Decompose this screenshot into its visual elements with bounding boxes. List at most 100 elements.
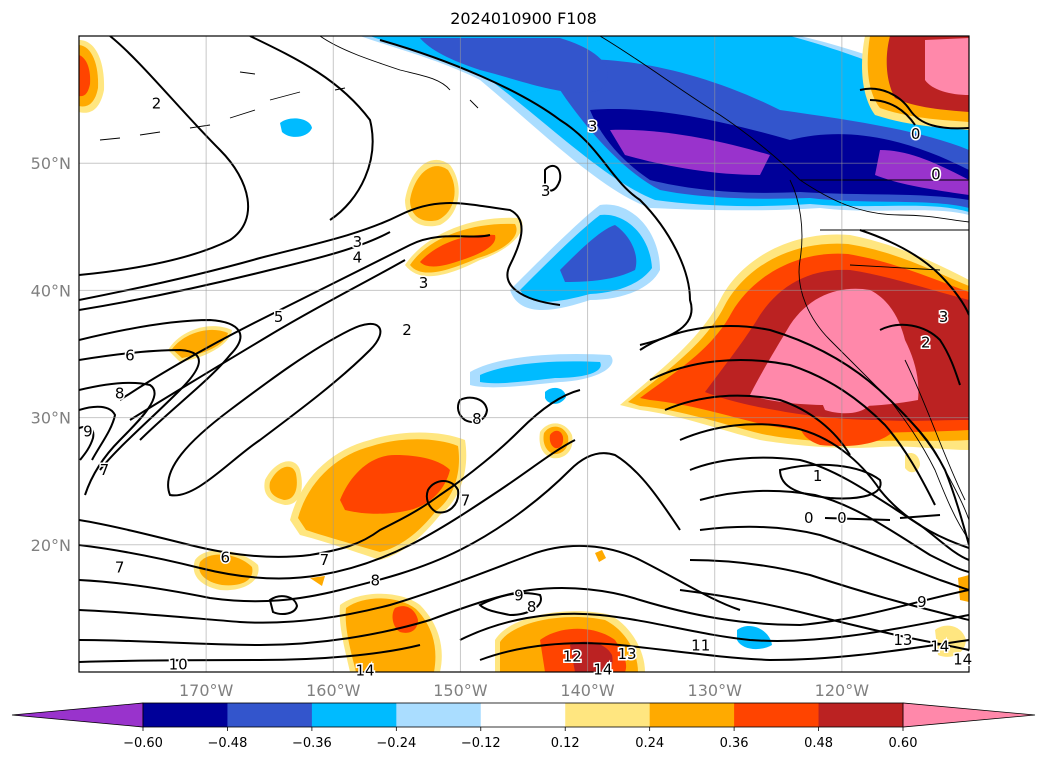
pos-fill-nw-red [79, 55, 91, 97]
contour-label: 9 [514, 587, 524, 605]
contour-label: 14 [953, 650, 972, 668]
contour-east-9 [679, 589, 969, 651]
lon-tick-label: 130°W [688, 681, 743, 700]
contour-label: 0 [911, 125, 921, 143]
contour-subtrop-5 [79, 587, 969, 647]
colorbar-tick-label: −0.12 [461, 736, 501, 751]
colorbar-tick-label: 0.24 [635, 736, 664, 751]
lon-tick-labels: 170°W 160°W 150°W 140°W 130°W 120°W [179, 681, 869, 700]
contour-label: 7 [461, 491, 471, 509]
lon-tick-label: 140°W [560, 681, 615, 700]
colorbar-segment [311, 703, 397, 727]
neg-fill-north-navy [590, 109, 969, 200]
contour-label: 4 [353, 248, 363, 266]
contour-10 [79, 644, 421, 663]
contour-label: 3 [353, 233, 363, 251]
contour-5 [79, 318, 242, 441]
colorbar: −0.60 −0.48 −0.36 −0.24 −0.12 0.12 0.24 0.36 0.4… [11, 702, 1036, 751]
coast-westus [789, 179, 969, 541]
lat-tick-label: 20°N [31, 536, 71, 555]
contour-label: 9 [83, 423, 93, 441]
colorbar-tick-label: 0.36 [720, 736, 749, 751]
contour-label: 8 [370, 571, 380, 589]
contour-label: 2 [152, 94, 162, 112]
colorbar-outline [142, 702, 904, 728]
colorbar-segment [480, 703, 566, 727]
lat-tick-label: 50°N [31, 154, 71, 173]
pos-fill-se-yellow [935, 625, 966, 657]
lat-tick-labels: 20°N 30°N 40°N 50°N [31, 154, 71, 555]
colorbar-tick-label: 0.12 [551, 736, 580, 751]
contour-2-north-b [249, 36, 374, 221]
contour-label: 6 [125, 346, 135, 364]
colorbar-segment [649, 703, 735, 727]
contour-east-5 [689, 456, 969, 561]
lon-tick-label: 120°W [815, 681, 870, 700]
contour-ne-0 [859, 87, 969, 130]
colorbar-tick-label: −0.36 [292, 736, 332, 751]
contour-upper-1 [79, 202, 561, 306]
contour-label: 8 [527, 598, 537, 616]
contour-label: 6 [220, 549, 230, 567]
contour-8-loop [456, 396, 489, 423]
neg-fill-north-purple-2 [875, 150, 969, 195]
colorbar-segment [143, 703, 228, 727]
contour-4-inner [129, 259, 406, 421]
contour-8 [79, 405, 117, 461]
coast-baja [904, 359, 966, 501]
coast-alaska [319, 36, 969, 223]
colorbar-segment [565, 703, 651, 727]
pos-fill-st2-orange [269, 466, 297, 500]
neg-fill-small-3 [737, 625, 772, 650]
contour-sw-ring [268, 595, 299, 615]
contour-label: 9 [917, 593, 927, 611]
lon-tick-label: 150°W [433, 681, 488, 700]
contour-east-2 [649, 359, 936, 506]
filled-anomaly-layer [79, 36, 969, 672]
pos-fill-st3-orange [199, 554, 253, 586]
contour-small-3 [544, 164, 562, 192]
pos-fill-ca-pink [750, 288, 919, 407]
colorbar-tick-label: −0.60 [123, 736, 163, 751]
contour-label: 13 [893, 631, 912, 649]
lon-tick-label: 160°W [306, 681, 361, 700]
contour-3-inner [119, 234, 491, 401]
contour-7 [79, 381, 156, 496]
contour-east-3 [664, 394, 851, 456]
contour-label: 0 [837, 509, 847, 527]
contour-subtrop-3 [79, 452, 681, 603]
colorbar-tick-label: −0.48 [208, 736, 248, 751]
contour-east-6 [699, 489, 969, 573]
lon-tick-label: 170°W [179, 681, 234, 700]
contour-label: 8 [472, 410, 482, 428]
contour-east-7 [699, 525, 969, 591]
pos-fill-s2-darkred [570, 641, 613, 672]
contour-label: 2 [402, 321, 412, 339]
contour-label: 14 [356, 662, 375, 680]
contour-label: 14 [593, 660, 612, 678]
gridlines [79, 36, 969, 672]
contour-label: 7 [100, 461, 110, 479]
contour-7-loop [425, 480, 460, 514]
contour-9 [79, 425, 95, 461]
contour-label: 10 [169, 655, 188, 673]
contour-one-loop [778, 463, 882, 500]
colorbar-tick-label: 0.60 [889, 736, 918, 751]
contour-subtrop-4 [79, 545, 741, 624]
border-lines [800, 179, 969, 271]
contour-tropics-1 [459, 612, 969, 642]
contour-ne-3 [859, 229, 969, 316]
contour-label: 3 [419, 274, 429, 292]
contour-label: 2 [921, 334, 931, 352]
contour-label: 14 [930, 638, 949, 656]
contour-label: 0 [931, 166, 941, 184]
neg-fill-subtropic-blue [480, 361, 601, 384]
colorbar-segment [818, 703, 904, 727]
contour-3-north [379, 39, 693, 346]
contour-zero-line [824, 514, 941, 521]
neg-fill-small-1 [280, 118, 312, 137]
contour-label: 3 [588, 117, 598, 135]
contour-label: 13 [617, 645, 636, 663]
contour-ne-2 [879, 323, 961, 386]
